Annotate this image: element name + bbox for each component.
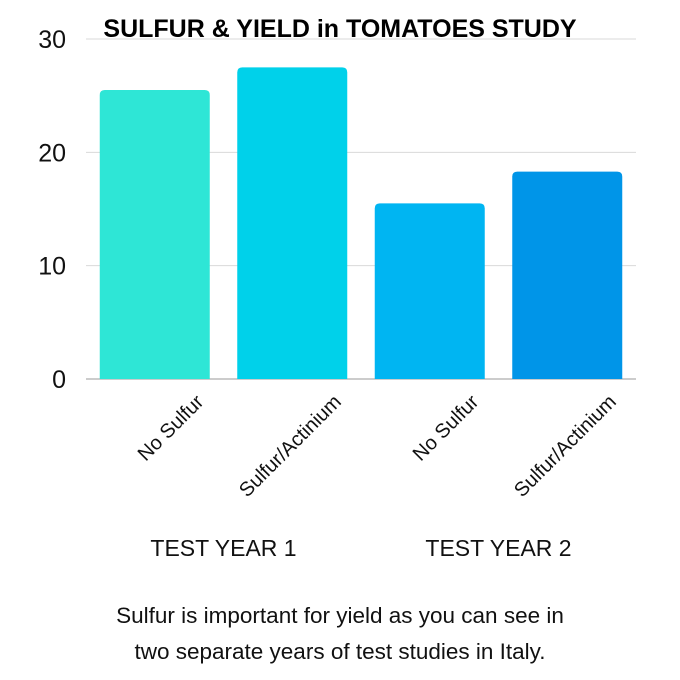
bar-3 bbox=[374, 203, 485, 379]
x-tick-label: Sulfur/Actinium bbox=[235, 391, 346, 502]
caption-line-2: two separate years of test studies in It… bbox=[134, 639, 546, 664]
caption-line-1: Sulfur is important for yield as you can… bbox=[116, 603, 564, 628]
bar-4 bbox=[512, 171, 623, 379]
category-labels: No Sulfur Sulfur/Actinium No Sulfur Sulfur/… bbox=[134, 391, 621, 502]
chart-caption: Sulfur is important for yield as you can… bbox=[20, 598, 660, 670]
chart-title: SULFUR & YIELD in TOMATOES STUDY bbox=[103, 15, 577, 43]
y-tick-label: 10 bbox=[38, 253, 66, 281]
x-tick-label: No Sulfur bbox=[409, 391, 484, 466]
bar-chart: SULFUR & YIELD in TOMATOES STUDY 0 10 20 30… bbox=[38, 15, 636, 561]
group-labels: TEST YEAR 1 TEST YEAR 2 bbox=[150, 535, 571, 561]
group-label-1: TEST YEAR 1 bbox=[150, 535, 296, 561]
x-tick-label: Sulfur/Actinium bbox=[510, 391, 621, 502]
bar-2 bbox=[237, 67, 348, 379]
y-tick-label: 0 bbox=[52, 366, 66, 394]
y-tick-label: 30 bbox=[38, 26, 66, 54]
y-tick-label: 20 bbox=[38, 139, 66, 167]
bar-1 bbox=[99, 90, 210, 379]
bars bbox=[99, 67, 623, 379]
x-tick-label: No Sulfur bbox=[134, 391, 209, 466]
y-axis-ticks: 0 10 20 30 bbox=[38, 26, 66, 394]
group-label-2: TEST YEAR 2 bbox=[425, 535, 571, 561]
